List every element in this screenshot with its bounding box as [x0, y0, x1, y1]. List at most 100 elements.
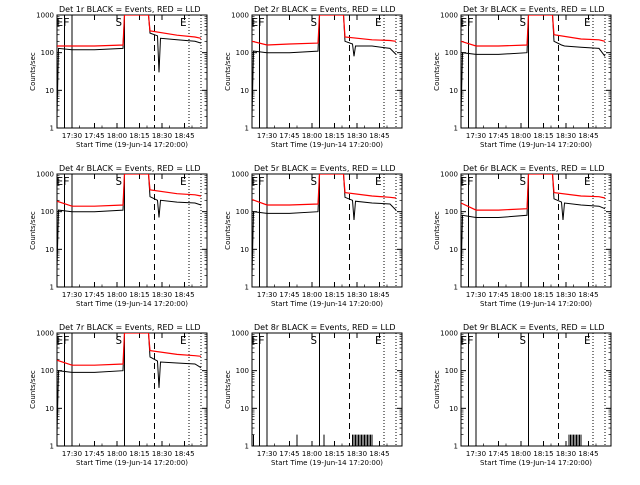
panel-title: Det 7r BLACK = Events, RED = LLD: [59, 323, 201, 332]
series-events-line: [252, 174, 397, 276]
x-tick-label: 18:00: [302, 450, 322, 458]
x-tick-label: 17:45: [84, 132, 104, 140]
marker-label-e: E: [461, 16, 468, 29]
marker-label-e: E: [584, 16, 591, 29]
plot-frame: [251, 14, 403, 129]
panel-det-2r: Det 2r BLACK = Events, RED = LLD 1 10 100 10…: [224, 5, 403, 149]
panel-title: Det 4r BLACK = Events, RED = LLD: [59, 164, 201, 173]
y-axis-label: Counts/sec: [29, 52, 37, 91]
y-tick-label: 100: [236, 49, 249, 57]
series-events-line: [57, 174, 202, 270]
x-tick-label: 18:00: [511, 450, 531, 458]
x-tick-label: 17:30: [257, 291, 277, 299]
marker-label-f: F: [258, 16, 265, 29]
x-axis-label: Start Time (19-Jun-14 17:20:00): [76, 459, 188, 467]
y-axis-label: Counts/sec: [433, 52, 441, 91]
y-tick-label: 10: [449, 87, 458, 95]
marker-label-e: E: [57, 16, 64, 29]
plot-frame: [56, 173, 208, 288]
panel-det-7r: Det 7r BLACK = Events, RED = LLD 1 10 100 10…: [29, 323, 208, 467]
x-axis-label: Start Time (19-Jun-14 17:20:00): [480, 459, 592, 467]
panel-det-1r: Det 1r BLACK = Events, RED = LLD 1 10 100 10…: [29, 5, 208, 149]
panel-det-5r: Det 5r BLACK = Events, RED = LLD 1 10 100 10…: [224, 164, 403, 308]
marker-label-e: E: [180, 334, 187, 347]
x-tick-label: 18:00: [302, 291, 322, 299]
x-axis-label: Start Time (19-Jun-14 17:20:00): [271, 141, 383, 149]
marker-label-f: F: [467, 16, 474, 29]
marker-label-e: E: [57, 175, 64, 188]
x-tick-label: 17:45: [488, 132, 508, 140]
y-tick-label: 100: [445, 208, 458, 216]
series-lld-line: [57, 333, 202, 366]
panel-title: Det 2r BLACK = Events, RED = LLD: [254, 5, 396, 14]
y-tick-label: 1: [454, 443, 458, 451]
x-tick-label: 18:15: [129, 132, 149, 140]
panel-det-9r: Det 9r BLACK = Events, RED = LLD 1 10 100 10…: [433, 323, 612, 467]
marker-label-e: E: [375, 16, 382, 29]
x-tick-label: 17:30: [466, 132, 486, 140]
x-tick-label: 18:15: [533, 132, 553, 140]
x-tick-label: 17:30: [466, 450, 486, 458]
marker-label-e: E: [375, 334, 382, 347]
panel-data: [57, 333, 202, 435]
series-lld-line: [461, 174, 606, 211]
x-tick-label: 17:45: [488, 291, 508, 299]
panel-title: Det 5r BLACK = Events, RED = LLD: [254, 164, 396, 173]
marker-label-f: F: [467, 175, 474, 188]
y-tick-label: 1: [50, 284, 54, 292]
y-tick-label: 1000: [36, 171, 54, 179]
marker-label-e: E: [375, 175, 382, 188]
x-tick-label: 18:45: [578, 291, 598, 299]
marker-label-e: E: [461, 334, 468, 347]
marker-label-e: E: [252, 175, 259, 188]
y-tick-label: 100: [236, 208, 249, 216]
x-tick-label: 18:30: [347, 132, 367, 140]
panel-data: [252, 15, 397, 117]
x-tick-label: 17:30: [62, 291, 82, 299]
marker-label-e: E: [180, 175, 187, 188]
x-tick-label: 18:15: [324, 291, 344, 299]
x-tick-label: 18:15: [129, 291, 149, 299]
x-tick-label: 18:30: [347, 450, 367, 458]
panel-data: [57, 15, 202, 117]
plot-frame: [56, 332, 208, 447]
x-tick-label: 17:30: [62, 450, 82, 458]
marker-label-s: S: [116, 334, 123, 347]
y-tick-label: 10: [240, 246, 249, 254]
x-tick-label: 17:30: [257, 132, 277, 140]
x-tick-label: 18:45: [174, 291, 194, 299]
y-axis-label: Counts/sec: [224, 370, 232, 409]
marker-label-s: S: [520, 334, 527, 347]
marker-label-s: S: [520, 16, 527, 29]
x-tick-label: 18:00: [107, 450, 127, 458]
x-tick-label: 18:30: [152, 450, 172, 458]
y-tick-label: 100: [41, 367, 54, 375]
y-tick-label: 100: [445, 49, 458, 57]
x-tick-label: 18:30: [152, 132, 172, 140]
marker-label-s: S: [311, 175, 318, 188]
series-events-line: [461, 174, 606, 276]
marker-label-e: E: [180, 16, 187, 29]
panel-det-4r: Det 4r BLACK = Events, RED = LLD 1 10 100 10…: [29, 164, 208, 308]
x-tick-label: 18:45: [578, 450, 598, 458]
panel-det-3r: Det 3r BLACK = Events, RED = LLD 1 10 100 10…: [433, 5, 612, 149]
series-events-line: [57, 333, 202, 435]
y-tick-label: 1: [245, 284, 249, 292]
x-tick-label: 17:45: [84, 291, 104, 299]
panel-data: [57, 174, 202, 270]
panel-title: Det 6r BLACK = Events, RED = LLD: [463, 164, 605, 173]
y-tick-label: 10: [45, 246, 54, 254]
y-tick-label: 1000: [231, 171, 249, 179]
y-tick-label: 1000: [440, 330, 458, 338]
x-axis-label: Start Time (19-Jun-14 17:20:00): [480, 300, 592, 308]
x-tick-label: 17:45: [279, 291, 299, 299]
y-tick-label: 1: [50, 125, 54, 133]
series-lld-line: [252, 15, 397, 46]
marker-label-e: E: [584, 175, 591, 188]
marker-label-e: E: [252, 334, 259, 347]
x-tick-label: 18:15: [324, 450, 344, 458]
x-tick-label: 18:45: [578, 132, 598, 140]
y-tick-label: 1000: [231, 12, 249, 20]
marker-label-e: E: [57, 334, 64, 347]
